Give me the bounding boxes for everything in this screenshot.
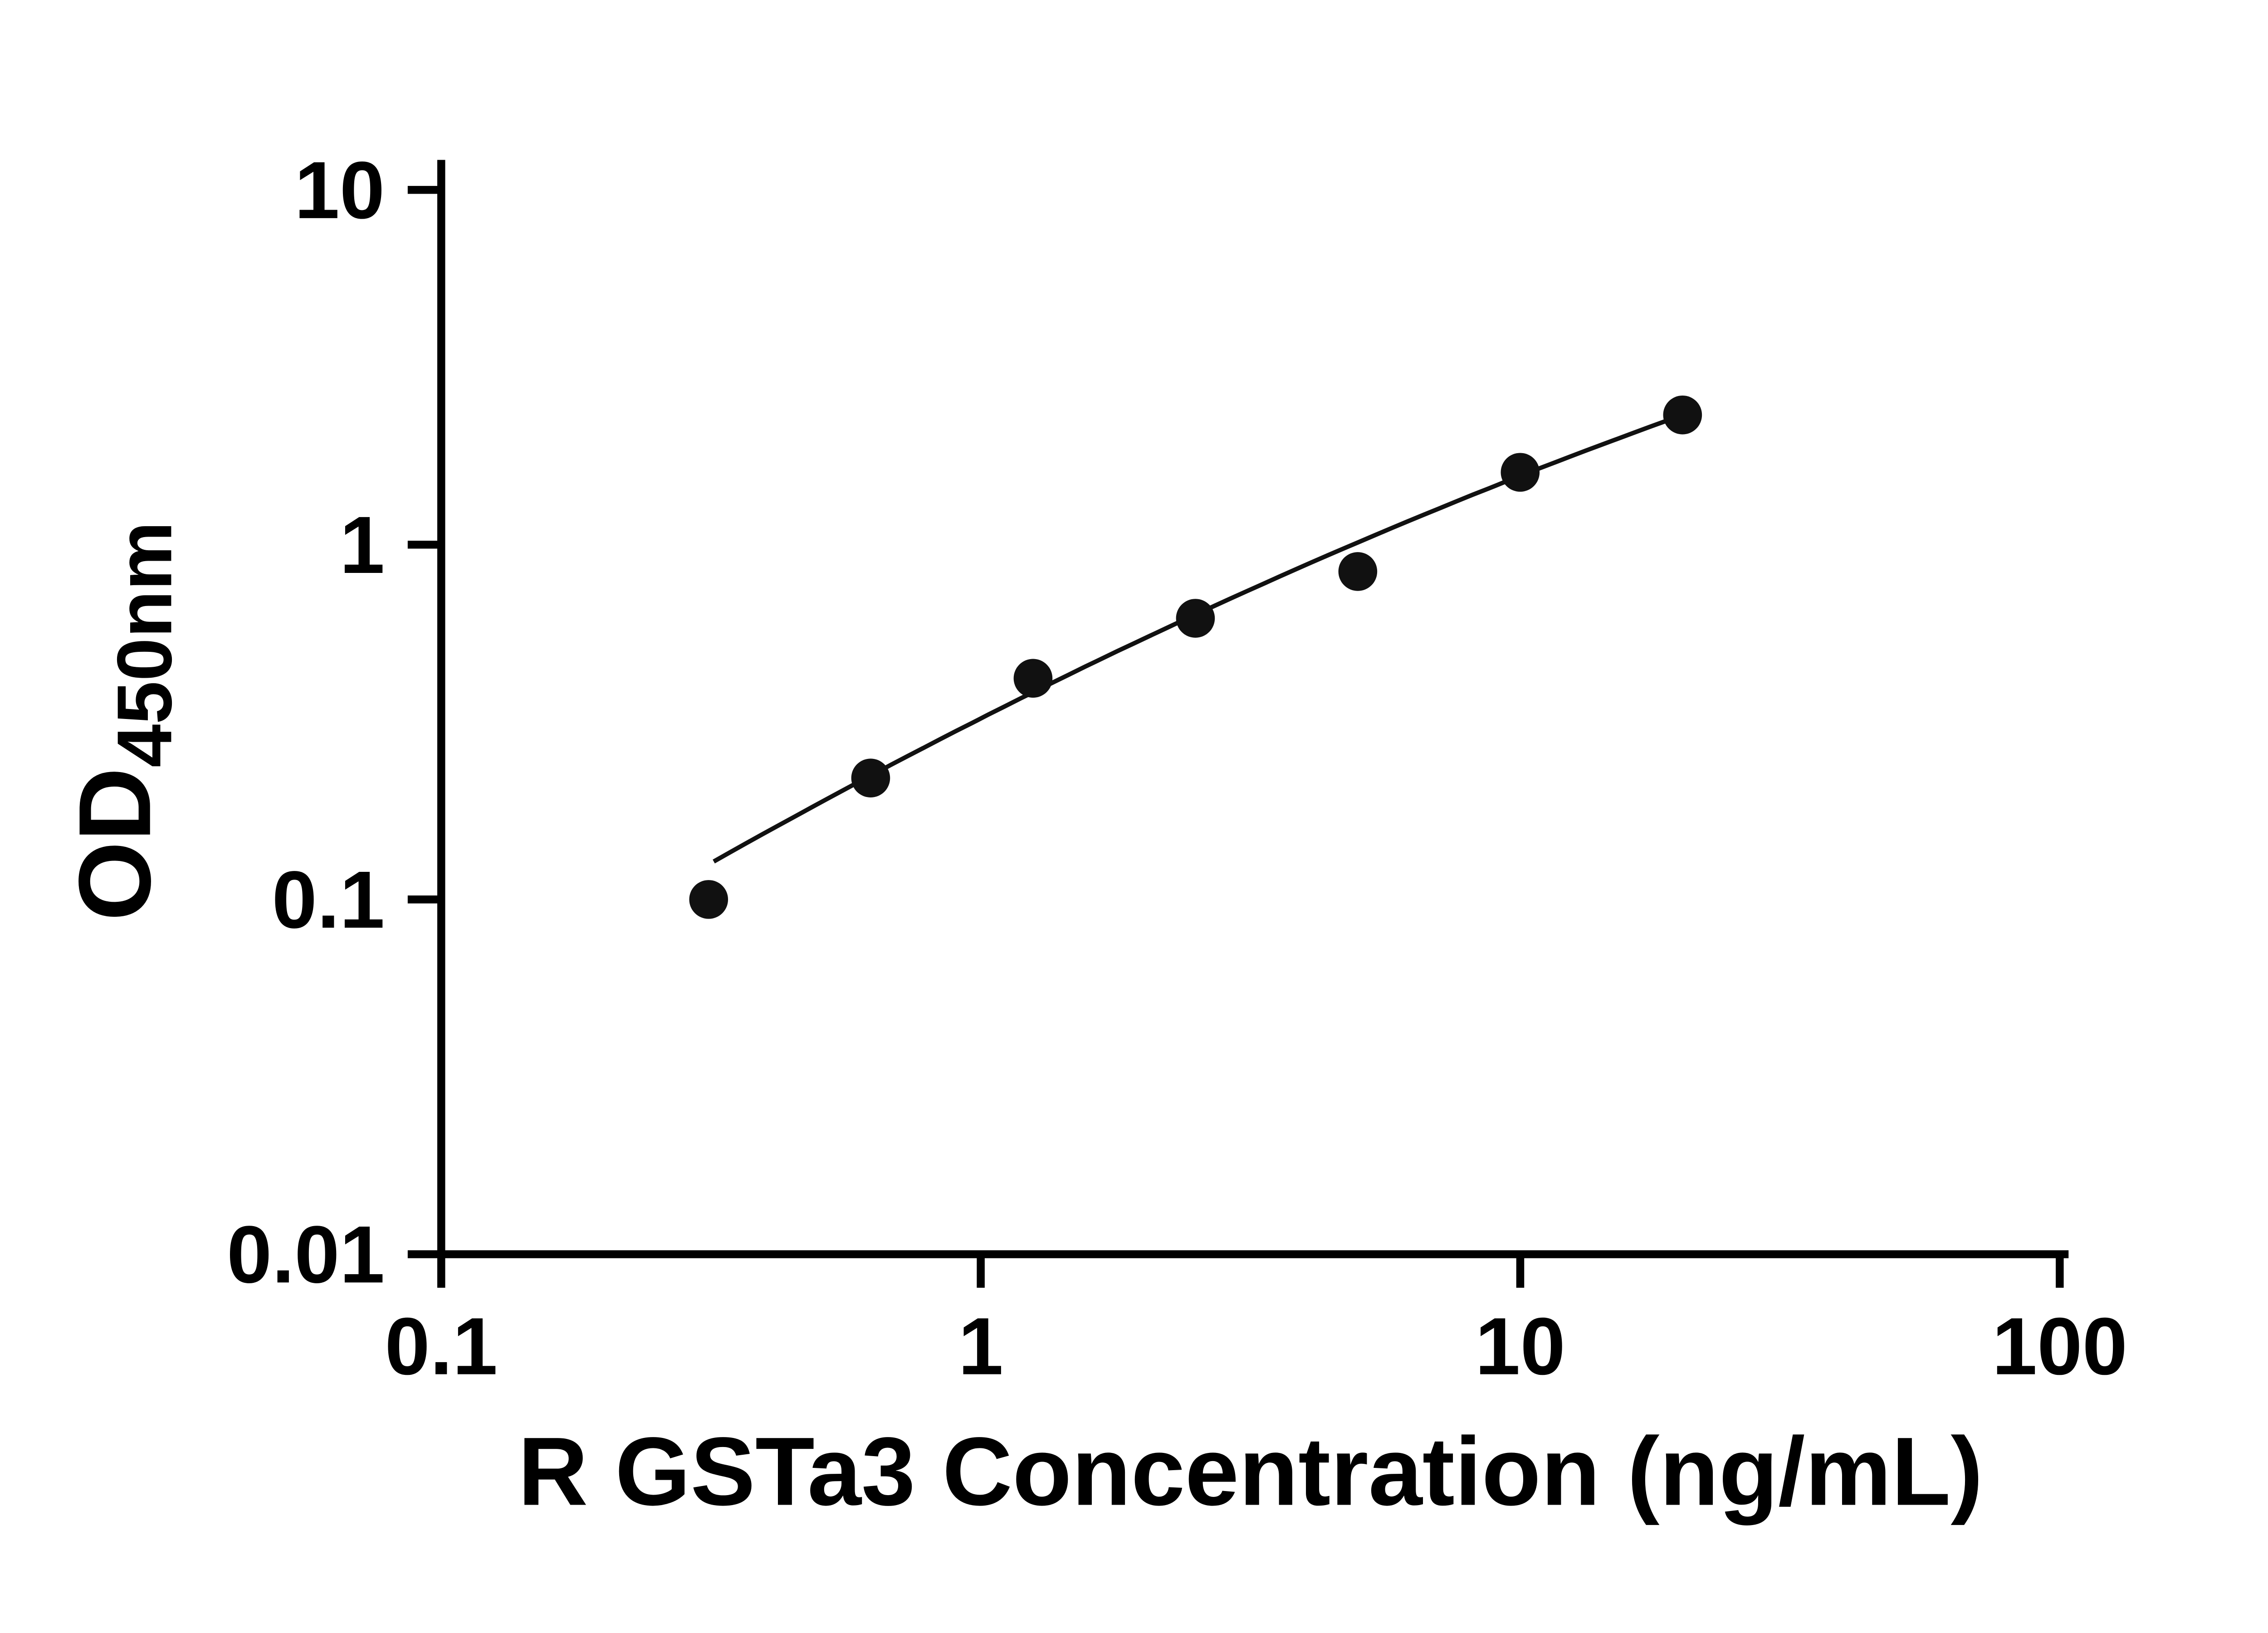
- x-tick-label: 1: [958, 1301, 1003, 1392]
- y-tick-label: 10: [294, 145, 385, 235]
- data-point: [1013, 659, 1053, 698]
- data-point: [1338, 552, 1378, 591]
- x-tick-label: 10: [1475, 1301, 1565, 1392]
- y-tick-label: 1: [340, 499, 385, 590]
- y-axis-title: OD450nm: [58, 521, 188, 921]
- data-point: [1501, 453, 1540, 492]
- y-tick-label: 0.01: [227, 1209, 385, 1300]
- y-tick-label: 0.1: [272, 854, 385, 945]
- data-point: [1176, 599, 1215, 638]
- axes-frame: [437, 160, 2069, 1258]
- data-point: [1663, 395, 1702, 435]
- data-point: [851, 758, 890, 797]
- x-tick-label: 100: [1992, 1301, 2128, 1392]
- x-axis-title: R GSTa3 Concentration (ng/mL): [518, 1418, 1983, 1526]
- data-point: [689, 880, 728, 919]
- x-tick-label: 0.1: [385, 1301, 498, 1392]
- fit-line: [713, 413, 1683, 864]
